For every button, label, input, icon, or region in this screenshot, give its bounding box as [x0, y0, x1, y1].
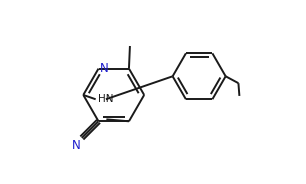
Text: HN: HN	[98, 94, 114, 104]
Text: N: N	[100, 62, 109, 75]
Text: N: N	[72, 139, 81, 152]
